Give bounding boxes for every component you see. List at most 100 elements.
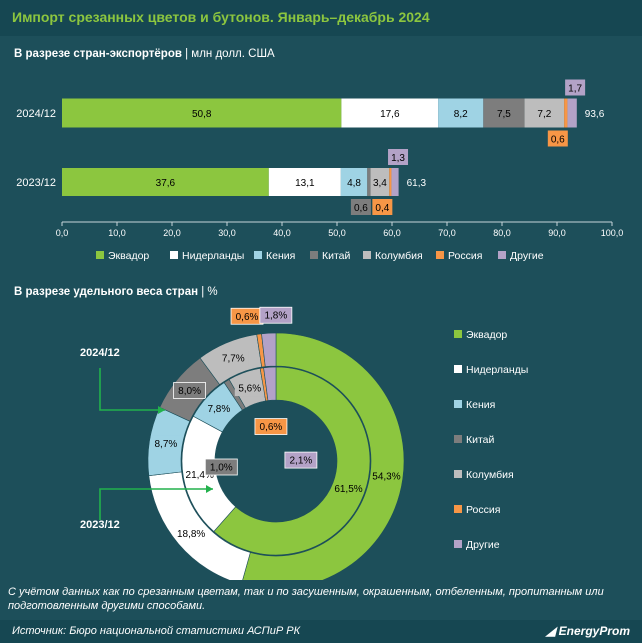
brand-name: EnergyProm — [558, 624, 630, 638]
bar-data-label: 4,8 — [347, 178, 361, 189]
legend-swatch — [310, 251, 318, 259]
legend-swatch — [454, 365, 462, 373]
legend-label: Колумбия — [375, 250, 423, 262]
bar-segment — [524, 98, 565, 128]
bar-data-label: 13,1 — [295, 178, 315, 189]
bar-callout-box — [388, 149, 409, 165]
donut-callout-label: 0,6% — [260, 422, 283, 433]
bar-callout-label: 1,3 — [391, 153, 405, 164]
legend-label: Другие — [466, 539, 500, 551]
x-tick-label: 10,0 — [108, 228, 126, 238]
donut-slice — [263, 366, 277, 401]
bar-segment — [340, 168, 368, 196]
x-tick-label: 100,0 — [601, 228, 624, 238]
x-tick-label: 80,0 — [493, 228, 511, 238]
donut-data-label: 8,0% — [178, 386, 201, 397]
category-label: 2023/12 — [16, 177, 56, 189]
bar-callout-box — [565, 79, 586, 96]
section2-title: В разрезе удельного веса стран | % — [14, 286, 218, 298]
ring-arrow-line — [99, 488, 213, 520]
legend-swatch — [254, 251, 262, 259]
ring-year-label: 2024/12 — [80, 347, 120, 359]
donut-slice — [261, 332, 277, 367]
bar-segment — [341, 98, 439, 128]
page-title: Импорт срезанных цветов и бутонов. Январ… — [12, 9, 430, 25]
donut-data-label: 18,8% — [177, 529, 205, 540]
bar-segment — [62, 98, 342, 128]
legend-swatch — [454, 470, 462, 478]
legend-swatch — [454, 435, 462, 443]
bar-data-label: 8,2 — [454, 109, 468, 120]
legend-label: Нидерланды — [466, 364, 528, 376]
donut-callout-label: 2,1% — [290, 456, 313, 467]
source-text: Источник: Бюро национальной статистики А… — [12, 625, 301, 637]
donut-label-box — [218, 350, 249, 367]
bar-segment — [62, 168, 269, 196]
donut-data-label: 7,7% — [222, 354, 245, 365]
donut-chart: 54,3% 18,8% 8,7% 8,0% 7,7% 0,6% 1,8% 61,5% 21,4%… — [80, 306, 528, 580]
legend-label: Колумбия — [466, 469, 514, 481]
legend-label: Россия — [466, 504, 500, 516]
legend-swatch — [96, 251, 104, 259]
donut-label-box — [203, 400, 234, 417]
donut-callout-label: 1,8% — [264, 311, 287, 322]
legend-swatch — [454, 540, 462, 548]
donut-callout-box — [254, 418, 288, 435]
bar-data-label: 50,8 — [192, 109, 212, 120]
bar-callout-label: 0,6 — [551, 135, 565, 146]
donut-callout-box — [284, 451, 318, 469]
donut-slice — [213, 366, 371, 556]
legend-label: Нидерланды — [182, 250, 244, 262]
legend-label: Россия — [448, 250, 482, 262]
donut-label-box — [150, 435, 181, 452]
legend-label: Эквадор — [466, 329, 507, 341]
bar-segment — [483, 98, 525, 128]
bar-callout-label: 1,7 — [568, 84, 582, 95]
bar-data-label: 17,6 — [380, 109, 400, 120]
bar-total-label: 61,3 — [407, 178, 427, 189]
bar-callout-box — [547, 130, 568, 147]
donut-callout-label: 0,6% — [236, 312, 259, 323]
donut-callout-box — [259, 306, 293, 324]
x-tick-label: 90,0 — [548, 228, 566, 238]
bar-segment — [268, 168, 341, 196]
donut-data-label: 7,8% — [207, 404, 230, 415]
donut-data-label: 61,5% — [334, 484, 362, 495]
section2-title-text: В разрезе удельного веса стран — [14, 286, 199, 298]
x-tick-label: 40,0 — [273, 228, 291, 238]
category-label: 2024/12 — [16, 108, 56, 120]
ring-arrow-head — [206, 485, 213, 493]
footnote: С учётом данных как по срезанным цветам,… — [8, 586, 604, 612]
donut-label-box — [173, 382, 206, 399]
ring-year-label: 2023/12 — [80, 519, 120, 531]
bar-callout-label: 0,6 — [354, 203, 368, 214]
donut-data-label: 8,7% — [155, 439, 178, 450]
ring-arrow-line — [99, 368, 165, 411]
donut-data-label: 54,3% — [372, 472, 400, 483]
bar-segment — [389, 168, 392, 196]
donut-callout-box — [204, 458, 238, 476]
x-tick-label: 30,0 — [218, 228, 236, 238]
bar-data-label: 3,4 — [373, 178, 387, 189]
bar-data-label: 37,6 — [156, 178, 176, 189]
legend-swatch — [454, 330, 462, 338]
x-tick-label: 60,0 — [383, 228, 401, 238]
legend-label: Эквадор — [108, 250, 149, 262]
bar-segment — [367, 168, 371, 196]
brand-logo: ◢ EnergyProm — [546, 624, 630, 638]
bar-data-label: 7,5 — [497, 109, 511, 120]
bar-callout-box — [372, 199, 393, 215]
legend-swatch — [498, 251, 506, 259]
legend-label: Кения — [266, 250, 295, 262]
legend-swatch — [436, 251, 444, 259]
ring-arrow-head — [158, 406, 165, 414]
x-tick-label: 50,0 — [328, 228, 346, 238]
bar-segment — [370, 168, 390, 196]
x-tick-label: 20,0 — [163, 228, 181, 238]
section1-unit: | млн долл. США — [185, 48, 275, 60]
bar-callout-box — [350, 199, 371, 215]
bar-total-label: 93,6 — [585, 109, 605, 120]
x-tick-label: 0,0 — [56, 228, 69, 238]
bar-segment — [564, 98, 568, 128]
